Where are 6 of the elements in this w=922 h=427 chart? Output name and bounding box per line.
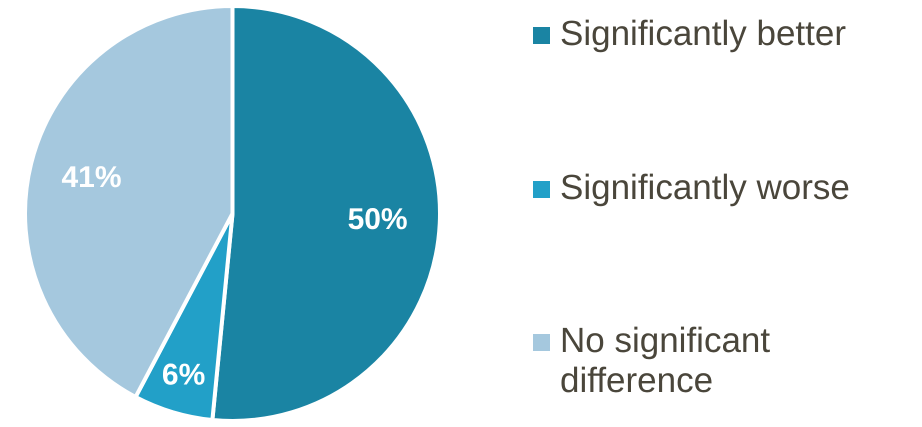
data-label: 50% xyxy=(348,202,408,236)
data-label: 41% xyxy=(61,160,122,194)
data-label: 6% xyxy=(162,358,206,392)
legend-label: Significantly better xyxy=(560,14,847,54)
legend-label: Significantly worse xyxy=(560,168,851,208)
legend-label: No significant difference xyxy=(560,321,772,401)
